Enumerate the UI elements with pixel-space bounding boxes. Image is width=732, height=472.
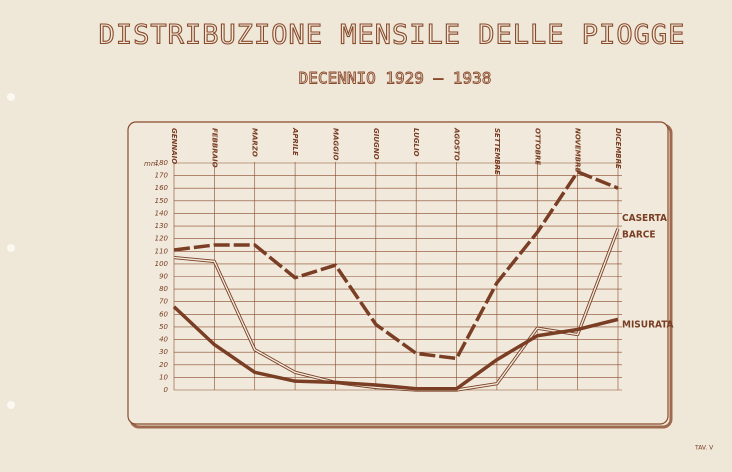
y-tick-label: 150 [155, 197, 169, 205]
y-tick-label: 60 [159, 310, 168, 318]
series-line-inner [173, 228, 619, 391]
y-tick-label: 20 [159, 361, 168, 369]
y-tick-label: 140 [155, 209, 169, 217]
x-tick-label: DICEMBRE [614, 128, 622, 169]
x-tick-label: GIUGNO [372, 128, 380, 160]
frame [127, 121, 669, 425]
y-tick-label: 100 [155, 260, 169, 268]
chart-title: DISTRIBUZIONE MENSILE DELLE PIOGGE [99, 20, 686, 51]
y-tick-label: 110 [155, 247, 169, 255]
y-tick-label: 30 [159, 348, 168, 356]
footer: TAV. V [694, 445, 714, 452]
y-tick-label: 80 [159, 285, 168, 293]
y-tick-label: 180 [155, 159, 169, 167]
y-tick-label: 10 [159, 373, 168, 381]
y-axis-label: mm. [144, 160, 160, 168]
punch-hole [7, 401, 15, 409]
x-tick-label: NOVEMBRE [574, 128, 582, 172]
legend-label: MISURATA [622, 319, 674, 330]
y-tick-label: 130 [155, 222, 169, 230]
y-tick-label: 40 [159, 336, 168, 344]
series-line [173, 170, 619, 361]
x-tick-label: MARZO [251, 128, 259, 157]
legend-label: CASERTA [622, 213, 667, 224]
y-tick-label: 120 [155, 235, 169, 243]
legend-label: BARCE [622, 230, 656, 241]
x-tick-label: FEBBRAIO [210, 128, 218, 168]
y-tick-label: 70 [159, 298, 168, 306]
x-tick-label: AGOSTO [453, 127, 461, 161]
punch-hole [7, 93, 15, 101]
x-tick-label: MAGGIO [331, 128, 339, 160]
x-tick-label: LUGLIO [412, 128, 420, 157]
y-tick-label: 160 [155, 184, 169, 192]
x-tick-label: OTTOBRE [533, 128, 541, 165]
punch-hole [7, 244, 15, 252]
y-tick-label: 170 [155, 172, 169, 180]
x-tick-label: SETTEMBRE [493, 128, 501, 175]
chart-subtitle: DECENNIO 1929 — 1938 [299, 69, 492, 88]
y-tick-label: 0 [164, 386, 169, 394]
y-tick-label: 90 [159, 273, 168, 281]
x-tick-label: APRILE [291, 127, 299, 156]
series-line [172, 305, 619, 391]
y-tick-label: 50 [159, 323, 168, 331]
x-tick-label: GENNAIO [170, 128, 178, 164]
